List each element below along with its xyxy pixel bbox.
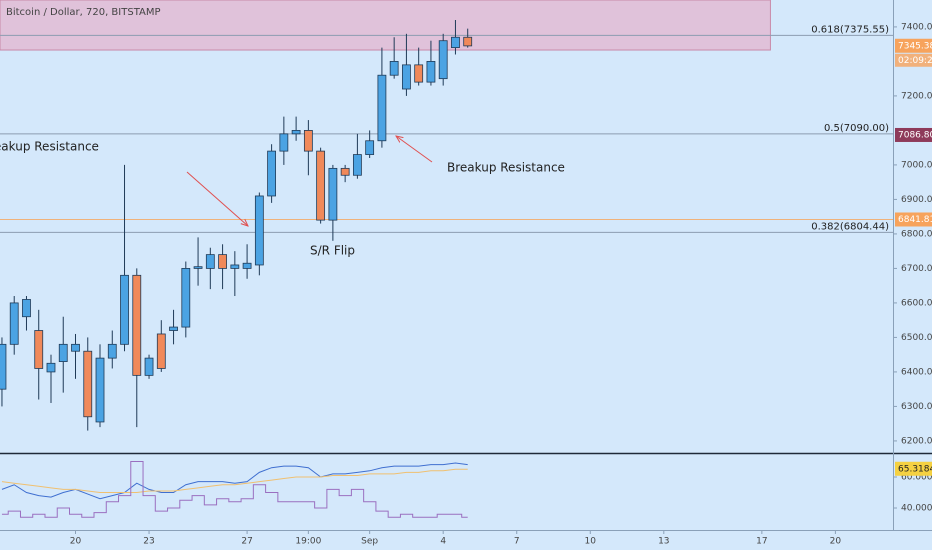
x-tick-label: 20 [830, 537, 842, 547]
arrow [186, 171, 248, 226]
y-tick-label: 6700.00 [901, 264, 932, 274]
price-tag-label: 7086.80 [898, 130, 932, 140]
main-pane [0, 0, 893, 431]
candle-body [9, 302, 19, 345]
candle-body [58, 343, 68, 362]
indicator-line [1, 462, 468, 500]
y-tick-label: 6600.00 [901, 298, 932, 308]
candle-body [316, 150, 326, 221]
candle-body [107, 343, 117, 359]
candle-body [95, 357, 105, 423]
candle-body [46, 362, 56, 373]
candle-body [34, 330, 44, 369]
countdown: 02:09:26 [898, 56, 932, 66]
x-tick-label: 4 [440, 537, 446, 547]
price-tag [895, 212, 932, 227]
candle-body [279, 133, 289, 152]
candle-body [303, 130, 313, 152]
candle-body [340, 167, 350, 176]
y-tick-label: 6200.00 [901, 436, 932, 446]
candle-body [291, 130, 301, 135]
candle-body [389, 61, 399, 76]
y-tick-label: 7200.00 [901, 91, 932, 101]
chart-title: Bitcoin / Dollar, 720, BITSTAMP [6, 7, 161, 18]
candle-body [242, 262, 252, 269]
candle-body [451, 36, 460, 49]
price-tag-label: 7345.38 [898, 41, 932, 51]
candle-body [426, 61, 436, 83]
candle-body [144, 357, 154, 376]
arrow [396, 136, 433, 163]
x-tick-label: 7 [514, 537, 520, 547]
y-tick-label: 6800.00 [901, 229, 932, 239]
candle-body [132, 274, 142, 376]
candle-body [83, 350, 93, 418]
x-tick-label: 20 [70, 537, 82, 547]
resistance-zone [0, 0, 771, 51]
x-tick-label: Sep [361, 537, 378, 547]
y-tick-label: 7400.00 [901, 22, 932, 32]
price-tag [895, 127, 932, 142]
fib-label: 0.382(6804.44) [811, 221, 889, 232]
annotation: Breakup Resistance [0, 140, 99, 154]
candle-body [463, 36, 473, 47]
price-tag-label: 6841.81 [898, 215, 932, 225]
candle-body [254, 195, 264, 266]
candle-body [156, 333, 166, 369]
x-tick-label: 10 [585, 537, 597, 547]
x-tick-label: 13 [658, 537, 669, 547]
indicator-line [1, 468, 468, 493]
y-tick-label: 6900.00 [901, 195, 932, 205]
candle-body [71, 343, 80, 352]
candle-body [438, 40, 448, 80]
candle-body [120, 274, 129, 345]
candle-body [169, 326, 178, 331]
y-tick-label: 6400.00 [901, 367, 932, 377]
candle-body [0, 343, 7, 390]
y-tick-label: 7000.00 [901, 160, 932, 170]
x-tick-label: 17 [756, 537, 767, 547]
y-tick-label: 40.0000 [901, 503, 932, 513]
fib-label: 0.5(7090.00) [824, 123, 889, 134]
x-tick-label: 27 [241, 537, 252, 547]
candle-body [352, 154, 362, 176]
candle-body [181, 268, 191, 328]
candle-body [377, 74, 387, 142]
annotation: Breakup Resistance [447, 161, 565, 175]
countdown-tag [895, 53, 932, 67]
last-value-tag [895, 461, 932, 476]
candle-body [230, 264, 240, 269]
x-tick-label: 23 [143, 537, 154, 547]
price-tag [895, 38, 932, 53]
candle-body [365, 140, 375, 155]
y-tick-label: 6500.00 [901, 333, 932, 343]
y-tick-label: 6300.00 [901, 402, 932, 412]
candle-body [218, 254, 227, 269]
last-value-label: 65.3184 [898, 464, 932, 474]
candle-body [205, 254, 215, 269]
candle-body [22, 299, 31, 318]
candle-body [267, 150, 277, 197]
indicator-line [1, 461, 468, 518]
candle-body [328, 167, 338, 221]
candle-body [414, 64, 424, 83]
y-tick-label: 60.0000 [901, 473, 932, 483]
annotation: S/R Flip [310, 244, 355, 258]
fib-label: 0.618(7375.55) [811, 24, 889, 35]
candle-body [193, 266, 203, 269]
x-tick-label: 19:00 [295, 537, 321, 547]
candle-body [402, 64, 411, 90]
